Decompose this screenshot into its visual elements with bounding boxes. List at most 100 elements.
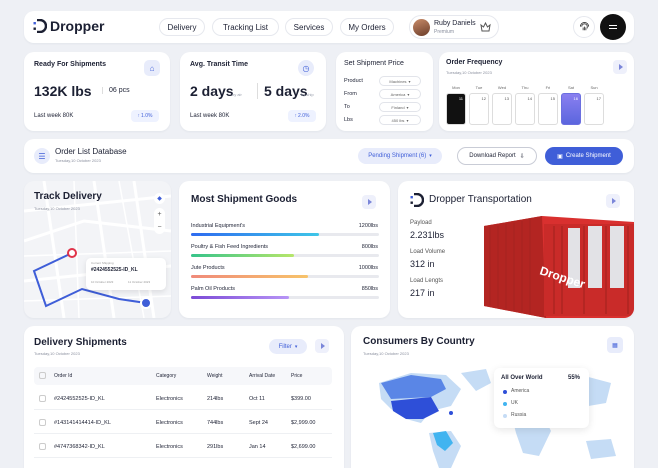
menu-button[interactable] xyxy=(600,14,626,40)
popup-date-start: 10 October 2023 xyxy=(91,280,114,284)
row-checkbox[interactable] xyxy=(39,419,46,426)
goods-progress-track xyxy=(191,254,379,257)
nav-services[interactable]: Services xyxy=(285,18,333,36)
goods-progress-track xyxy=(191,296,379,299)
price-row-label: From xyxy=(344,91,357,97)
day-label: Wed xyxy=(497,85,507,90)
nav-label: Tracking List xyxy=(222,22,269,32)
day-number: 17 xyxy=(596,96,601,101)
zoom-in-icon[interactable]: + xyxy=(157,211,162,218)
zoom-control[interactable]: + − xyxy=(154,208,165,234)
nav-my-orders[interactable]: My Orders xyxy=(340,18,394,36)
play-button[interactable] xyxy=(315,339,329,353)
nav-tracking-list[interactable]: Tracking List xyxy=(212,18,279,36)
shipping-container-image: Dropper xyxy=(484,216,634,318)
ready-shipments-card: Ready For Shipments ⌂ 132K lbs 06 pcs La… xyxy=(24,52,170,131)
day-cell[interactable]: 15 xyxy=(538,93,558,125)
legend-label: UK xyxy=(511,400,518,406)
table-row[interactable]: #143141414414-ID_KL Electronics 744lbs Sept… xyxy=(34,412,332,434)
user-name: Ruby Daniels xyxy=(434,20,476,27)
chevron-down-icon: ▾ xyxy=(294,343,298,350)
goods-progress-track xyxy=(191,233,379,236)
up-arrow-icon: ↑ xyxy=(137,113,141,119)
transit-ship-value: 5 days xyxy=(257,83,308,99)
popup-label: Current Shipping xyxy=(91,261,114,265)
stat-value: 2.231lbs xyxy=(410,230,445,240)
row-checkbox[interactable] xyxy=(39,443,46,450)
legend-value: 55% xyxy=(568,375,581,381)
shipment-popup[interactable]: Current Shipping #2424552525-ID_KL 10 Oc… xyxy=(86,258,166,290)
fingerprint-button[interactable] xyxy=(573,16,595,38)
day-cell[interactable]: 16 xyxy=(561,93,581,125)
price-row-select[interactable]: Finland ▾ xyxy=(379,102,421,112)
card-title: Delivery Shipments xyxy=(34,337,127,348)
column-header[interactable]: Order Id xyxy=(54,373,73,379)
play-button[interactable] xyxy=(606,194,620,208)
map-location-button[interactable]: ◆ xyxy=(154,193,165,204)
dropper-logo-icon xyxy=(33,19,47,33)
filter-dropdown[interactable]: Filter ▾ xyxy=(269,339,307,354)
usa-region xyxy=(391,397,439,419)
user-role: Premium xyxy=(434,29,455,35)
change-value: 1.0% xyxy=(141,113,153,119)
table-cell: Jan 14 xyxy=(249,444,266,450)
column-header[interactable]: Arrival Date xyxy=(249,373,276,379)
zoom-out-icon[interactable]: − xyxy=(157,224,162,231)
map-icon[interactable]: ▦ xyxy=(607,337,623,353)
play-button[interactable] xyxy=(362,195,376,209)
card-date: Tuesday,10 October 2023 xyxy=(34,351,80,356)
select-value: Machines xyxy=(389,78,407,84)
table-row[interactable]: #2424552525-ID_KL Electronics 214lbs Oct 11… xyxy=(34,388,332,410)
price-row-select[interactable]: 450 lbs ▾ xyxy=(379,115,421,125)
goods-progress-bar xyxy=(191,296,289,299)
goods-progress-track xyxy=(191,275,379,278)
day-number: 11 xyxy=(458,96,463,101)
column-header[interactable]: Category xyxy=(156,373,177,379)
day-number: 14 xyxy=(527,96,532,101)
uk-region xyxy=(433,431,453,451)
column-header[interactable]: Weight xyxy=(207,373,223,379)
play-button[interactable] xyxy=(613,60,627,74)
table-row[interactable]: #4747368342-ID_KL Electronics 291lbs Jan 14… xyxy=(34,436,332,458)
stat-label: Load Volume xyxy=(410,249,446,255)
goods-value: 800lbs xyxy=(361,244,378,250)
table-cell: 744lbs xyxy=(207,420,224,426)
column-header[interactable]: Price xyxy=(291,373,303,379)
day-cell[interactable]: 13 xyxy=(492,93,512,125)
table-cell: $2,999.00 xyxy=(291,420,316,426)
logo[interactable]: Dropper xyxy=(33,18,104,34)
day-cell[interactable]: 14 xyxy=(515,93,535,125)
chevron-down-icon: ▾ xyxy=(406,104,409,110)
chevron-down-icon: ▾ xyxy=(408,78,411,84)
select-value: 450 lbs xyxy=(391,117,405,123)
row-checkbox[interactable] xyxy=(39,395,46,402)
consumers-country-card: Consumers By Country Tuesday,10 October … xyxy=(351,326,634,468)
nav-delivery[interactable]: Delivery xyxy=(159,18,205,36)
day-cell[interactable]: 12 xyxy=(469,93,489,125)
ready-value: 132K lbs xyxy=(34,83,92,99)
change-badge: ↑ 2.0% xyxy=(288,110,316,122)
table-cell: Electronics xyxy=(156,396,183,402)
crown-icon[interactable] xyxy=(480,22,491,32)
dropdown-label: Filter xyxy=(278,343,292,350)
create-shipment-button[interactable]: ▣ Create Shipment xyxy=(545,147,623,165)
goods-name: Poultry & Fish Feed Ingredients xyxy=(191,244,269,250)
pending-shipment-dropdown[interactable]: Pending Shipment (6) ▾ xyxy=(358,148,442,164)
goods-progress-bar xyxy=(191,275,308,278)
nav-label: My Orders xyxy=(348,22,386,32)
select-all-checkbox[interactable] xyxy=(39,372,46,379)
price-row-label: Lbs xyxy=(344,117,353,123)
price-row-select[interactable]: Machines ▾ xyxy=(379,76,421,86)
card-title: Order List Database xyxy=(55,147,127,156)
download-report-button[interactable]: Download Report ⇩ xyxy=(457,147,537,165)
user-profile[interactable]: Ruby Daniels Premium xyxy=(409,15,499,39)
dropper-logo-icon xyxy=(410,193,424,207)
delivery-shipments-card: Delivery Shipments Tuesday,10 October 20… xyxy=(24,326,344,468)
day-cell[interactable]: 17 xyxy=(584,93,604,125)
table-cell: #4747368342-ID_KL xyxy=(54,444,105,450)
database-icon: ☰ xyxy=(34,148,50,164)
day-cell[interactable]: 11 xyxy=(446,93,466,125)
day-number: 15 xyxy=(550,96,555,101)
price-row-select[interactable]: America ▾ xyxy=(379,89,421,99)
day-label: Fri xyxy=(545,85,551,90)
